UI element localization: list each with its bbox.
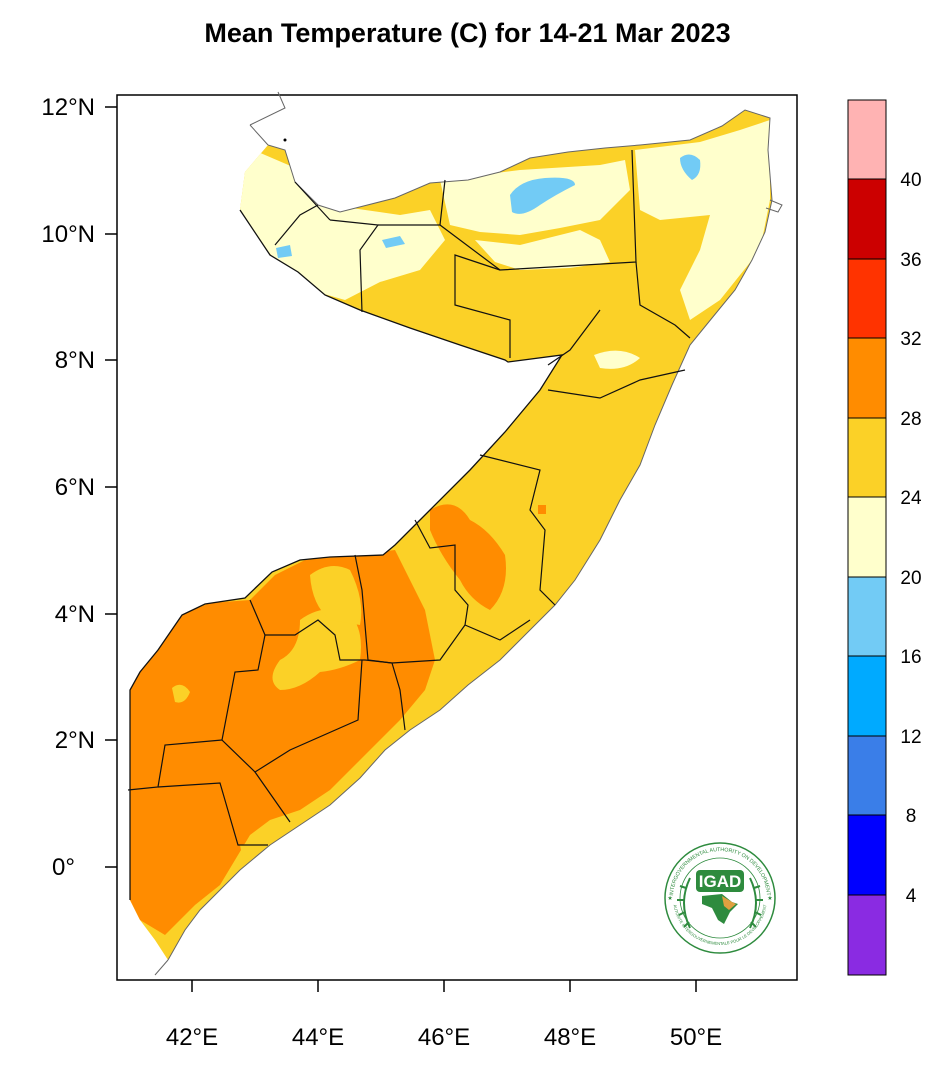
colorbar-bin — [847, 258, 887, 339]
x-tick-label: 46°E — [418, 1024, 470, 1051]
colorbar-bin — [847, 178, 887, 260]
x-tick-label: 44°E — [292, 1024, 344, 1051]
y-tick-label: 8°N — [55, 347, 95, 374]
djibouti-border — [249, 91, 286, 126]
x-tick-label: 42°E — [166, 1024, 218, 1051]
temp-zone-20-24 — [594, 350, 640, 369]
temp-zone-24-28 — [240, 825, 290, 870]
country-border — [129, 209, 564, 900]
temp-zone-16-20 — [510, 177, 575, 214]
temp-zone-16-20 — [276, 245, 292, 258]
colorbar-label: 32 — [900, 329, 921, 350]
region-boundaries — [127, 149, 691, 846]
y-tick-label: 10°N — [41, 221, 95, 248]
laurel-left-icon — [677, 877, 691, 929]
temp-zone-24-28 — [172, 684, 190, 703]
star-icon: ★ — [667, 895, 672, 902]
logo-inner-ring — [679, 857, 761, 939]
coastline — [765, 199, 783, 213]
colorbar-bin — [847, 576, 887, 657]
y-tick-label: 4°N — [55, 601, 95, 628]
colorbar-bin — [847, 496, 887, 578]
colorbar-label: 36 — [900, 250, 921, 271]
temp-zone-28-32 — [430, 504, 506, 610]
colorbar-bin — [847, 337, 887, 419]
colorbar-bin — [847, 417, 887, 498]
colorbar-label: 16 — [900, 647, 921, 668]
temp-zone-24-28 — [310, 566, 362, 625]
igad-logo: IGAD INTERGOVERNMENTAL AUTHORITY ON DEVE… — [664, 842, 776, 954]
temp-zone-28-32 — [538, 505, 546, 514]
coastline — [154, 959, 169, 976]
colorbar-label: 28 — [900, 409, 921, 430]
colorbar: 4 8 12 16 20 24 28 32 36 40 — [847, 99, 922, 976]
temp-zone-16-20 — [680, 154, 701, 180]
colorbar-bin — [847, 655, 887, 737]
colorbar-bin — [847, 735, 887, 816]
colorbar-bin — [847, 99, 887, 180]
coastline — [249, 124, 269, 146]
temp-zone-20-24 — [635, 120, 770, 320]
y-tick-label: 2°N — [55, 727, 95, 754]
temp-zone-24-28 — [272, 608, 361, 690]
colorbar-label: 4 — [906, 886, 917, 907]
logo-text: IGAD — [699, 872, 742, 891]
temp-zone-20-24 — [230, 140, 445, 300]
y-tick-label: 6°N — [55, 474, 95, 501]
x-tick-label: 48°E — [544, 1024, 596, 1051]
temp-zone-20-24 — [475, 230, 610, 270]
map-title: Mean Temperature (C) for 14-21 Mar 2023 — [204, 18, 731, 48]
y-axis: 12°N 10°N 8°N 6°N 4°N 2°N 0° — [41, 94, 117, 881]
temp-zone-16-20 — [382, 236, 405, 248]
colorbar-label: 20 — [900, 568, 921, 589]
logo-banner — [696, 870, 744, 892]
y-tick-label: 0° — [52, 854, 75, 881]
star-icon: ★ — [767, 895, 772, 902]
igad-region-icon — [722, 896, 736, 910]
x-tick-label: 50°E — [670, 1024, 722, 1051]
y-tick-label: 12°N — [41, 94, 95, 121]
colorbar-label: 12 — [900, 727, 921, 748]
island-marker — [283, 138, 287, 142]
colorbar-label: 40 — [900, 170, 921, 191]
colorbar-bin — [847, 894, 887, 976]
coastline — [167, 109, 773, 961]
colorbar-bin — [847, 814, 887, 896]
colorbar-label: 8 — [906, 806, 917, 827]
colorbar-label: 24 — [900, 488, 922, 509]
x-axis: 42°E 44°E 46°E 48°E 50°E — [166, 980, 722, 1051]
laurel-right-icon — [749, 877, 763, 929]
